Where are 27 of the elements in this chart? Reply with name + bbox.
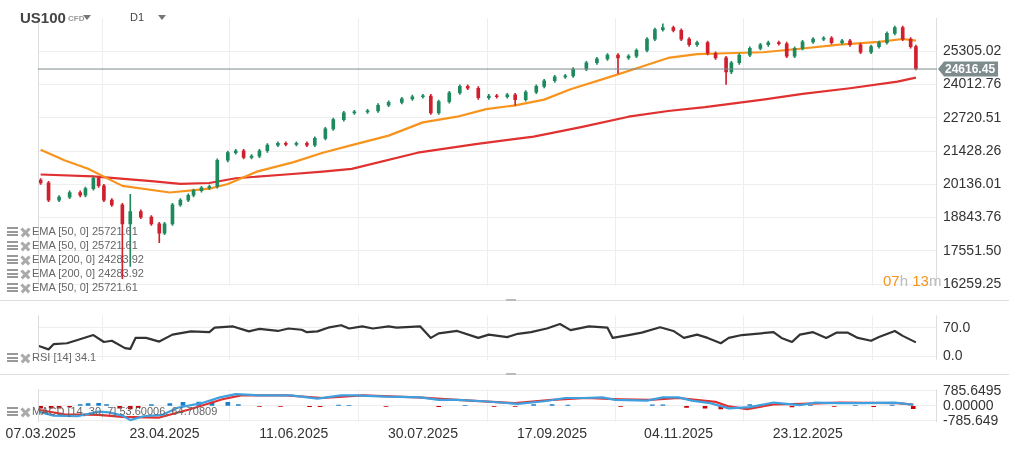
annotation: 07h 13m bbox=[883, 272, 942, 289]
annotation: D1 bbox=[130, 11, 145, 24]
y-tick-label: 18843.76 bbox=[943, 208, 1002, 225]
annotation: EMA [50, 0] 25721.61 bbox=[32, 281, 138, 294]
x-tick-label: 23.04.2025 bbox=[129, 425, 200, 442]
chart-subtitle: CFD bbox=[68, 13, 85, 25]
x-tick-label: 30.07.2025 bbox=[387, 425, 459, 442]
ref-line-label: 24616.45 bbox=[945, 62, 996, 77]
x-tick-label: 07.03.2025 bbox=[5, 425, 76, 442]
y-tick-label: 24012.76 bbox=[943, 75, 1002, 92]
y-tick-label: 0.0 bbox=[943, 347, 963, 364]
x-tick-label: 04.11.2025 bbox=[644, 425, 714, 442]
chart-title: US100 bbox=[20, 9, 66, 26]
x-tick-label: 17.09.2025 bbox=[517, 425, 588, 442]
y-tick-label: 17551.50 bbox=[943, 241, 1002, 258]
y-tick-label: 0.00000 bbox=[943, 396, 994, 413]
x-tick-label: 23.12.2025 bbox=[772, 425, 844, 442]
y-tick-label: 70.0 bbox=[943, 318, 971, 335]
y-tick-label: 21428.26 bbox=[943, 141, 1002, 158]
y-tick-label: 25305.02 bbox=[943, 42, 1002, 59]
x-tick-label: 11.06.2025 bbox=[259, 425, 329, 442]
y-tick-label: -785.649 bbox=[943, 411, 999, 428]
y-tick-label: 785.6495 bbox=[943, 381, 1002, 398]
annotation: RSI [14] 34.1 bbox=[32, 351, 97, 364]
y-tick-label: 22720.51 bbox=[943, 108, 1002, 125]
y-tick-label: 16259.25 bbox=[943, 274, 1002, 291]
y-tick-label: 20136.01 bbox=[943, 175, 1002, 192]
